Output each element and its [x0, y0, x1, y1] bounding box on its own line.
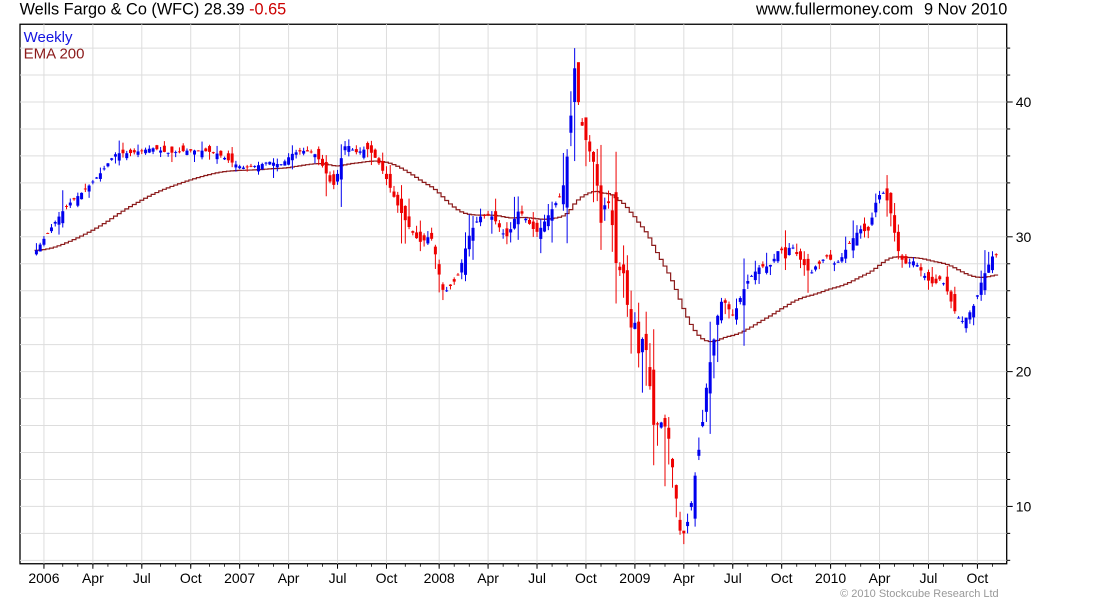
svg-text:Apr: Apr	[869, 570, 891, 586]
svg-text:30: 30	[1016, 229, 1032, 245]
svg-text:Apr: Apr	[82, 570, 104, 586]
svg-text:2007: 2007	[224, 570, 255, 586]
svg-text:Weekly: Weekly	[24, 29, 73, 46]
svg-text:Jul: Jul	[528, 570, 546, 586]
svg-text:EMA 200: EMA 200	[24, 46, 85, 63]
svg-text:2010: 2010	[815, 570, 846, 586]
svg-text:40: 40	[1016, 94, 1032, 110]
svg-text:Oct: Oct	[376, 570, 398, 586]
svg-text:Oct: Oct	[180, 570, 202, 586]
svg-text:Wells Fargo & Co (WFC) 28.39 -: Wells Fargo & Co (WFC) 28.39 -0.65	[20, 1, 287, 19]
svg-text:Oct: Oct	[771, 570, 793, 586]
svg-text:Jul: Jul	[329, 570, 347, 586]
svg-text:2009: 2009	[619, 570, 650, 586]
svg-text:Oct: Oct	[575, 570, 597, 586]
svg-text:Jul: Jul	[133, 570, 151, 586]
svg-text:Apr: Apr	[278, 570, 300, 586]
svg-text:www.fullermoney.com: www.fullermoney.com	[755, 1, 913, 19]
svg-text:Apr: Apr	[477, 570, 499, 586]
svg-text:Jul: Jul	[724, 570, 742, 586]
svg-text:20: 20	[1016, 364, 1032, 380]
svg-text:10: 10	[1016, 498, 1032, 514]
svg-text:Oct: Oct	[967, 570, 989, 586]
svg-text:9 Nov 2010: 9 Nov 2010	[924, 1, 1007, 19]
svg-text:2006: 2006	[28, 570, 59, 586]
svg-text:Jul: Jul	[920, 570, 938, 586]
svg-text:2008: 2008	[424, 570, 455, 586]
svg-text:Apr: Apr	[673, 570, 695, 586]
svg-text:© 2010 Stockcube Research Ltd: © 2010 Stockcube Research Ltd	[840, 588, 999, 600]
